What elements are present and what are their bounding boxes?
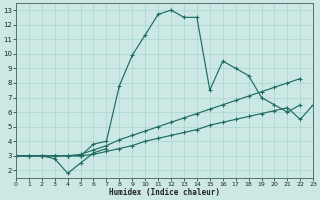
X-axis label: Humidex (Indice chaleur): Humidex (Indice chaleur)	[109, 188, 220, 197]
